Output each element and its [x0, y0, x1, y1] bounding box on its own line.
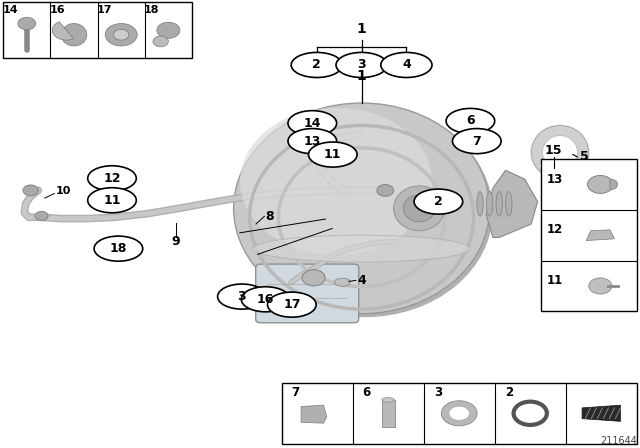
- Text: 1: 1: [356, 69, 367, 83]
- Text: 10: 10: [56, 186, 71, 196]
- Polygon shape: [582, 405, 621, 421]
- Text: 14: 14: [3, 5, 18, 15]
- Ellipse shape: [394, 186, 445, 231]
- Bar: [381, 400, 394, 426]
- Text: 9: 9: [172, 234, 180, 248]
- Text: 15: 15: [545, 143, 563, 157]
- Circle shape: [302, 270, 325, 286]
- Polygon shape: [586, 230, 614, 241]
- Text: 14: 14: [303, 116, 321, 130]
- Ellipse shape: [61, 23, 87, 46]
- Ellipse shape: [241, 287, 290, 312]
- Text: 11: 11: [324, 148, 342, 161]
- Circle shape: [113, 30, 129, 40]
- Ellipse shape: [335, 278, 351, 286]
- Wedge shape: [610, 179, 618, 190]
- Text: 4: 4: [357, 274, 366, 287]
- Ellipse shape: [381, 398, 394, 402]
- Circle shape: [442, 401, 477, 426]
- Text: 2: 2: [505, 385, 513, 399]
- Text: 5: 5: [580, 150, 589, 164]
- Ellipse shape: [88, 166, 136, 191]
- Ellipse shape: [543, 135, 578, 169]
- Text: 2: 2: [434, 195, 443, 208]
- Circle shape: [18, 17, 36, 30]
- Text: 1: 1: [356, 22, 367, 36]
- Text: 4: 4: [402, 58, 411, 72]
- Ellipse shape: [234, 103, 490, 314]
- Ellipse shape: [414, 189, 463, 214]
- Circle shape: [449, 406, 470, 420]
- Text: 2: 2: [312, 58, 321, 72]
- Text: 12: 12: [103, 172, 121, 185]
- Text: 211644: 211644: [600, 436, 637, 446]
- Ellipse shape: [240, 108, 432, 255]
- Text: 11: 11: [103, 194, 121, 207]
- Circle shape: [35, 211, 48, 220]
- Text: 8: 8: [266, 210, 274, 223]
- Text: 17: 17: [283, 298, 301, 311]
- Ellipse shape: [336, 52, 387, 78]
- Ellipse shape: [477, 192, 483, 216]
- Ellipse shape: [253, 235, 470, 262]
- Text: 7: 7: [472, 134, 481, 148]
- Ellipse shape: [94, 236, 143, 261]
- Text: 6: 6: [466, 114, 475, 128]
- Circle shape: [589, 278, 612, 294]
- Circle shape: [23, 185, 38, 196]
- Ellipse shape: [288, 111, 337, 136]
- Circle shape: [157, 22, 180, 39]
- Text: 6: 6: [363, 385, 371, 399]
- Text: 17: 17: [97, 5, 113, 15]
- Circle shape: [588, 176, 613, 194]
- Text: 16: 16: [50, 5, 65, 15]
- Circle shape: [153, 36, 168, 47]
- Circle shape: [539, 162, 549, 169]
- Ellipse shape: [452, 129, 501, 154]
- Bar: [282, 383, 637, 444]
- Ellipse shape: [291, 52, 342, 78]
- Text: 13: 13: [547, 172, 563, 185]
- Ellipse shape: [268, 292, 316, 317]
- Circle shape: [105, 23, 137, 46]
- Text: 11: 11: [547, 274, 563, 287]
- Text: 7: 7: [292, 385, 300, 399]
- Ellipse shape: [446, 108, 495, 134]
- Ellipse shape: [88, 188, 136, 213]
- Ellipse shape: [308, 142, 357, 167]
- Text: 16: 16: [257, 293, 275, 306]
- Ellipse shape: [381, 52, 432, 78]
- Text: 3: 3: [434, 385, 442, 399]
- Text: 3: 3: [237, 290, 246, 303]
- Ellipse shape: [237, 107, 493, 317]
- Text: 18: 18: [109, 242, 127, 255]
- Ellipse shape: [506, 192, 512, 216]
- Ellipse shape: [486, 192, 493, 216]
- Wedge shape: [52, 22, 74, 40]
- Ellipse shape: [288, 129, 337, 154]
- Text: 18: 18: [144, 5, 159, 15]
- Polygon shape: [301, 405, 326, 423]
- Bar: [3, 2, 192, 58]
- Ellipse shape: [496, 192, 502, 216]
- Polygon shape: [486, 170, 538, 237]
- FancyBboxPatch shape: [255, 264, 359, 323]
- Text: 3: 3: [357, 58, 366, 72]
- Ellipse shape: [531, 125, 589, 179]
- Ellipse shape: [218, 284, 266, 309]
- Circle shape: [377, 185, 394, 196]
- Text: 12: 12: [547, 223, 563, 237]
- Text: 13: 13: [303, 134, 321, 148]
- Bar: [541, 159, 637, 311]
- Ellipse shape: [403, 195, 435, 222]
